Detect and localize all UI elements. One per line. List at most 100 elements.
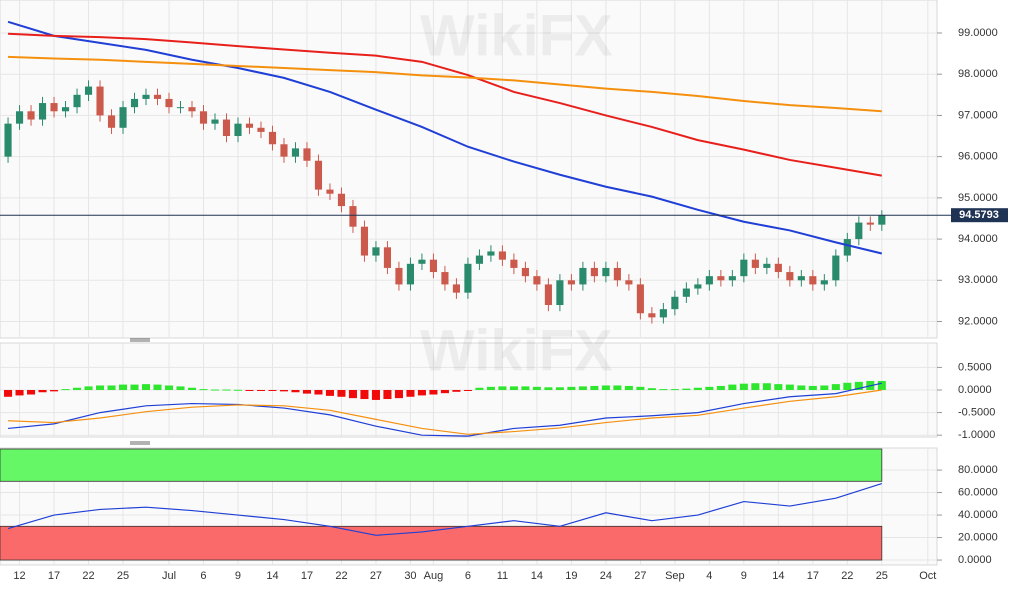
candle-body (119, 107, 127, 128)
histogram-bar (84, 386, 93, 390)
y-tick-label: 94.0000 (958, 233, 998, 245)
candle-body (786, 272, 794, 281)
candle-body (797, 276, 805, 281)
histogram-bar (647, 388, 656, 390)
x-tick-label: 27 (634, 570, 646, 582)
candle-body (832, 255, 840, 281)
x-tick-label: 25 (117, 570, 129, 582)
x-tick-label: 22 (841, 570, 853, 582)
histogram-bar (785, 384, 794, 390)
watermark: WikiFX (420, 3, 613, 68)
histogram-bar (578, 386, 587, 390)
histogram-bar (728, 384, 737, 390)
histogram-bar (371, 390, 380, 400)
histogram-bar (107, 385, 116, 390)
histogram-bar (118, 384, 128, 390)
histogram-bar (314, 390, 323, 395)
histogram-bar (567, 386, 576, 390)
candle-body (280, 144, 288, 157)
x-tick-label: 14 (531, 570, 543, 582)
candle-body (682, 288, 690, 297)
candle-body (878, 215, 886, 225)
y-tick-label: 20.0000 (958, 531, 998, 543)
histogram-bar (498, 386, 507, 390)
candle-body (464, 263, 472, 293)
candle-body (809, 276, 817, 285)
histogram-bar (808, 385, 817, 390)
histogram-bar (440, 390, 449, 394)
y-tick-label: 0.5000 (958, 361, 992, 373)
histogram-bar (613, 385, 622, 390)
y-tick-label: 60.0000 (958, 486, 998, 498)
histogram-bar (820, 385, 829, 390)
watermark: WikiFX (420, 318, 613, 383)
candle-body (521, 267, 529, 277)
x-tick-label: 14 (772, 570, 784, 582)
candle-body (556, 280, 564, 306)
candle-body (636, 284, 644, 314)
x-tick-label: 24 (600, 570, 612, 582)
histogram-bar (130, 384, 139, 390)
candle-body (751, 259, 759, 268)
candle-body (199, 111, 208, 124)
histogram-bar (337, 390, 346, 397)
candle-body (245, 123, 254, 128)
histogram-bar (705, 386, 714, 390)
histogram-bar (268, 390, 277, 391)
histogram-bar (452, 390, 461, 392)
candle-body (337, 193, 346, 207)
x-tick-label: Oct (919, 570, 936, 582)
candle-body (533, 276, 541, 285)
candle-body (84, 86, 93, 95)
y-tick-label: 93.0000 (958, 274, 998, 286)
indicator-line (7, 20, 883, 255)
x-tick-label: 19 (565, 570, 577, 582)
candle-body (740, 259, 748, 277)
histogram-bar (73, 387, 82, 390)
histogram-bar (279, 390, 288, 392)
x-tick-label: 11 (497, 570, 508, 582)
histogram-bar (601, 385, 610, 390)
candle-body (326, 189, 334, 194)
histogram-bar (693, 387, 702, 390)
candle-body (27, 111, 35, 120)
histogram-bar (291, 390, 300, 393)
candle-body (372, 247, 380, 256)
histogram-bar (509, 386, 518, 390)
y-tick-label: 95.0000 (958, 192, 998, 204)
y-tick-label: 92.0000 (958, 315, 998, 327)
x-tick-label: Sep (665, 570, 685, 582)
histogram-bar (95, 385, 105, 390)
y-tick-label: 96.0000 (958, 151, 998, 163)
candle-body (395, 267, 403, 285)
candle-body (429, 259, 437, 273)
x-tick-label: 17 (48, 570, 60, 582)
candle-body (188, 107, 196, 112)
candle-body (820, 280, 828, 285)
plot-layer: 12 17 22 25 Jul 6 9 14 17 22 27 30 Aug 6 11 14 19 24 27 Sep… (0, 0, 1008, 582)
histogram-bar (521, 386, 530, 390)
x-tick-label: Jul (162, 570, 176, 582)
candle-body (659, 309, 667, 318)
x-tick-label: 9 (741, 570, 747, 582)
x-tick-label: 17 (807, 570, 819, 582)
histogram-bar (636, 386, 645, 390)
x-tick-label: 25 (876, 570, 888, 582)
candle-body (843, 239, 851, 256)
candle-body (774, 263, 782, 273)
candle-body (165, 98, 173, 108)
y-tick-label: 80.0000 (958, 464, 998, 476)
candle-body (866, 222, 874, 225)
histogram-bar (716, 385, 725, 390)
histogram-bar (27, 390, 36, 395)
candle-body (61, 107, 70, 112)
candle-body (475, 255, 483, 264)
histogram-bar (348, 390, 357, 399)
candle-body (406, 263, 415, 285)
candle-body (855, 222, 863, 240)
histogram-bar (256, 390, 266, 391)
y-tick-label: 0.0000 (958, 554, 992, 566)
candle-body (211, 119, 219, 124)
candle-body (544, 284, 552, 306)
